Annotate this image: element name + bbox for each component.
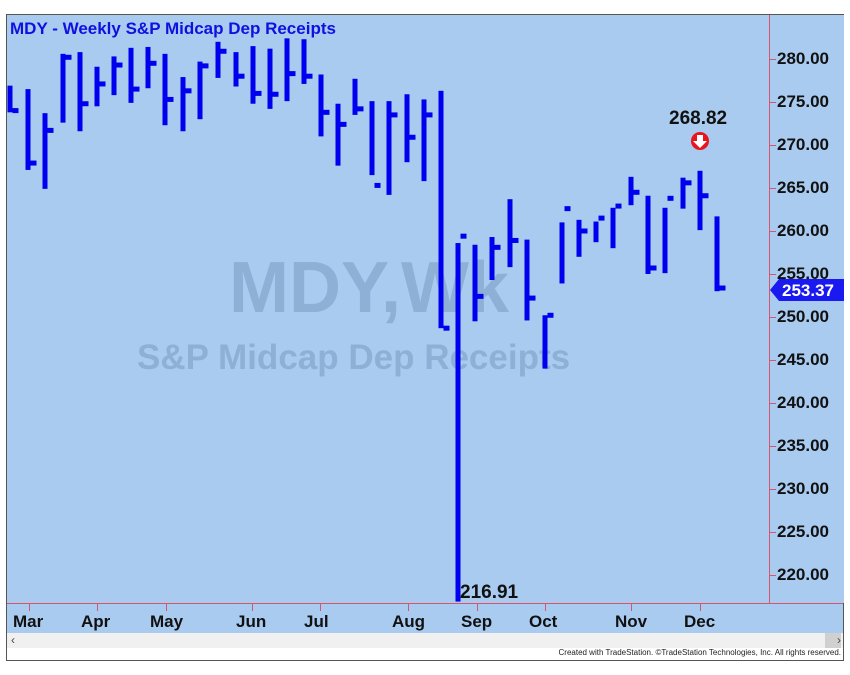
low-price-label: 216.91	[460, 582, 519, 603]
price-tick	[770, 360, 776, 361]
price-tick-label: 225.00	[777, 522, 829, 541]
last-price-value: 253.37	[782, 281, 834, 300]
price-tick-label: 245.00	[777, 350, 829, 369]
chart-title: MDY - Weekly S&P Midcap Dep Receipts	[10, 19, 336, 38]
price-tick-label: 230.00	[777, 479, 829, 498]
watermark-symbol: MDY,Wk	[229, 248, 510, 328]
month-tick	[477, 604, 478, 611]
last-price-badge: 253.37	[770, 279, 844, 301]
price-tick	[770, 188, 776, 189]
price-tick-label: 270.00	[777, 135, 829, 154]
watermark-name: S&P Midcap Dep Receipts	[137, 338, 571, 377]
month-label: Nov	[615, 612, 648, 631]
price-tick	[770, 274, 776, 275]
price-tick	[770, 532, 776, 533]
month-tick	[320, 604, 321, 611]
price-plot-area[interactable]: MDY,Wk S&P Midcap Dep Receipts MDY - Wee…	[7, 15, 769, 603]
month-label: Oct	[529, 612, 558, 631]
scroll-left-button[interactable]: ‹	[11, 633, 15, 647]
month-tick	[252, 604, 253, 611]
ohlc-bars	[7, 38, 726, 602]
horizontal-scrollbar[interactable]: ‹ ›	[7, 633, 843, 648]
month-label: Apr	[81, 612, 111, 631]
footer: Created with TradeStation. ©TradeStation…	[7, 648, 843, 660]
price-tick	[770, 317, 776, 318]
copyright-text: Created with TradeStation. ©TradeStation…	[558, 648, 842, 657]
high-price-label: 268.82	[669, 108, 728, 129]
price-tick	[770, 102, 776, 103]
date-axis[interactable]: Mar Apr May Jun Jul Aug Sep Oct Nov Dec	[7, 603, 843, 634]
price-tick	[770, 59, 776, 60]
price-tick-label: 240.00	[777, 393, 829, 412]
price-tick-label: 250.00	[777, 307, 829, 326]
month-label: Jul	[304, 612, 329, 631]
month-label: Jun	[236, 612, 267, 631]
price-tick	[770, 231, 776, 232]
price-tick-label: 260.00	[777, 221, 829, 240]
price-tick	[770, 403, 776, 404]
month-tick	[631, 604, 632, 611]
price-tick	[770, 446, 776, 447]
price-axis[interactable]: 280.00 275.00 270.00 265.00 260.00 255.00 250.…	[769, 15, 844, 603]
price-tick-label: 235.00	[777, 436, 829, 455]
price-tick	[770, 489, 776, 490]
month-label: Mar	[13, 612, 44, 631]
month-tick	[166, 604, 167, 611]
month-label: Sep	[461, 612, 493, 631]
price-tick-label: 275.00	[777, 92, 829, 111]
price-tick-label: 280.00	[777, 49, 829, 68]
month-tick	[97, 604, 98, 611]
price-tick-label: 220.00	[777, 565, 829, 584]
month-tick	[545, 604, 546, 611]
price-tick	[770, 145, 776, 146]
month-label: Dec	[684, 612, 716, 631]
month-label: May	[150, 612, 184, 631]
price-tick	[770, 575, 776, 576]
month-label: Aug	[392, 612, 426, 631]
price-tick-label: 265.00	[777, 178, 829, 197]
month-tick	[29, 604, 30, 611]
scroll-right-button[interactable]: ›	[825, 633, 841, 648]
month-tick	[408, 604, 409, 611]
month-tick	[700, 604, 701, 611]
price-tick-label: 255.00	[777, 264, 829, 283]
